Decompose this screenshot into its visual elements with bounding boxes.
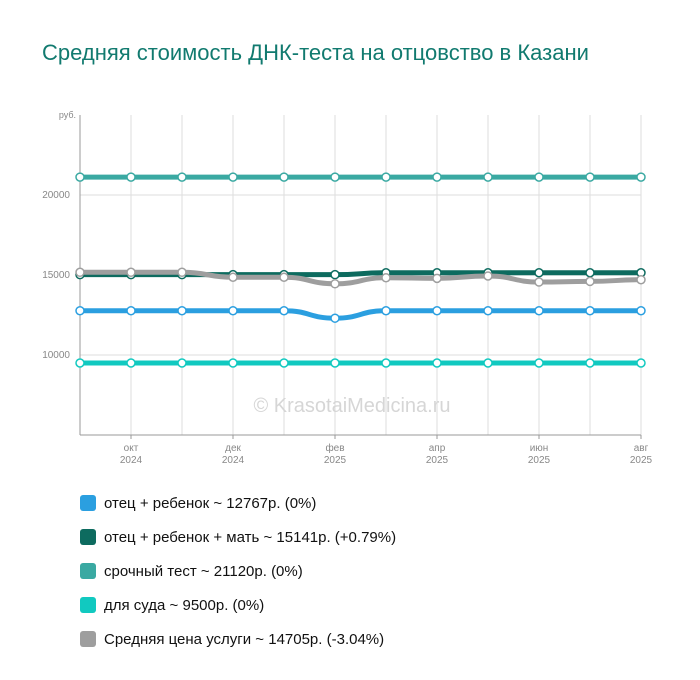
data-point <box>330 313 340 323</box>
x-tick-year-label: 2024 <box>222 455 245 466</box>
data-point <box>534 277 544 287</box>
x-tick-label: фев <box>325 442 344 454</box>
legend-swatch <box>80 597 96 613</box>
legend-label: Средняя цена услуги ~ 14705р. (-3.04%) <box>104 630 385 648</box>
data-point <box>228 172 238 182</box>
legend-swatch <box>80 563 96 579</box>
data-point <box>177 358 187 368</box>
data-point <box>75 172 85 182</box>
data-point <box>228 305 238 316</box>
series-line <box>77 308 644 321</box>
data-point <box>483 305 493 316</box>
data-point <box>534 358 544 368</box>
legend-item[interactable]: отец + ребенок + мать ~ 15141р. (+0.79%) <box>80 520 396 554</box>
data-point <box>381 272 391 283</box>
legend-label: срочный тест ~ 21120р. (0%) <box>104 562 303 580</box>
data-point <box>126 305 136 316</box>
data-point <box>432 172 442 182</box>
data-point <box>636 172 646 182</box>
legend-swatch <box>80 529 96 545</box>
data-point <box>585 267 595 278</box>
data-point <box>585 305 595 316</box>
data-point <box>534 305 544 316</box>
x-tick-year-label: 2025 <box>630 455 653 466</box>
x-tick-label: июн <box>530 443 549 454</box>
data-point <box>279 305 289 316</box>
data-point <box>279 172 289 182</box>
data-point <box>75 358 85 368</box>
data-point <box>330 269 340 280</box>
data-point <box>330 279 340 289</box>
data-point <box>381 172 391 182</box>
data-point <box>636 305 646 316</box>
legend-label: для суда ~ 9500р. (0%) <box>104 596 265 614</box>
legend-swatch <box>80 631 96 647</box>
x-tick-label: дек <box>225 443 241 454</box>
chart-title: Средняя стоимость ДНК-теста на отцовство… <box>42 40 589 65</box>
data-point <box>126 358 136 368</box>
data-point <box>126 267 136 278</box>
data-point <box>585 358 595 368</box>
data-point <box>177 267 187 278</box>
data-point <box>585 276 595 287</box>
axes: 100001500020000руб.окт2024дек2024фев2025… <box>42 110 652 466</box>
data-point <box>432 358 442 368</box>
series-line <box>77 269 644 287</box>
data-point <box>432 305 442 316</box>
data-point <box>177 305 187 316</box>
x-tick-label: окт <box>124 443 139 454</box>
data-point <box>636 274 646 285</box>
x-tick-year-label: 2025 <box>426 455 449 466</box>
watermark: © KrasotaiMedicina.ru <box>253 395 450 417</box>
legend-label: отец + ребенок ~ 12767р. (0%) <box>104 494 317 512</box>
data-point <box>75 267 85 278</box>
data-point <box>381 358 391 368</box>
legend-label: отец + ребенок + мать ~ 15141р. (+0.79%) <box>104 528 397 546</box>
data-point <box>483 358 493 368</box>
data-point <box>177 172 187 182</box>
legend-item[interactable]: срочный тест ~ 21120р. (0%) <box>80 554 396 588</box>
series-layer <box>75 172 646 368</box>
legend-swatch <box>80 495 96 511</box>
data-point <box>585 172 595 182</box>
data-point <box>483 172 493 182</box>
x-tick-year-label: 2025 <box>324 455 347 466</box>
data-point <box>636 358 646 368</box>
legend-item[interactable]: Средняя цена услуги ~ 14705р. (-3.04%) <box>80 622 396 656</box>
data-point <box>534 267 544 278</box>
y-tick-label: 20000 <box>42 190 70 201</box>
data-point <box>228 272 238 282</box>
y-unit-label: руб. <box>59 110 76 120</box>
data-point <box>330 358 340 368</box>
legend-item[interactable]: отец + ребенок ~ 12767р. (0%) <box>80 486 396 520</box>
data-point <box>330 172 340 182</box>
x-tick-year-label: 2025 <box>528 455 551 466</box>
data-point <box>381 305 391 316</box>
data-point <box>228 358 238 368</box>
data-point <box>279 358 289 368</box>
data-point <box>432 273 442 284</box>
data-point <box>279 272 289 282</box>
data-point <box>126 172 136 182</box>
data-point <box>75 305 85 316</box>
x-tick-label: апр <box>429 443 446 454</box>
data-point <box>534 172 544 182</box>
y-tick-label: 15000 <box>42 270 70 281</box>
y-tick-label: 10000 <box>42 350 70 361</box>
legend: отец + ребенок ~ 12767р. (0%) отец + реб… <box>80 486 396 656</box>
data-point <box>483 271 493 281</box>
x-tick-year-label: 2024 <box>120 455 143 466</box>
x-tick-label: авг <box>634 443 649 454</box>
legend-item[interactable]: для суда ~ 9500р. (0%) <box>80 588 396 622</box>
